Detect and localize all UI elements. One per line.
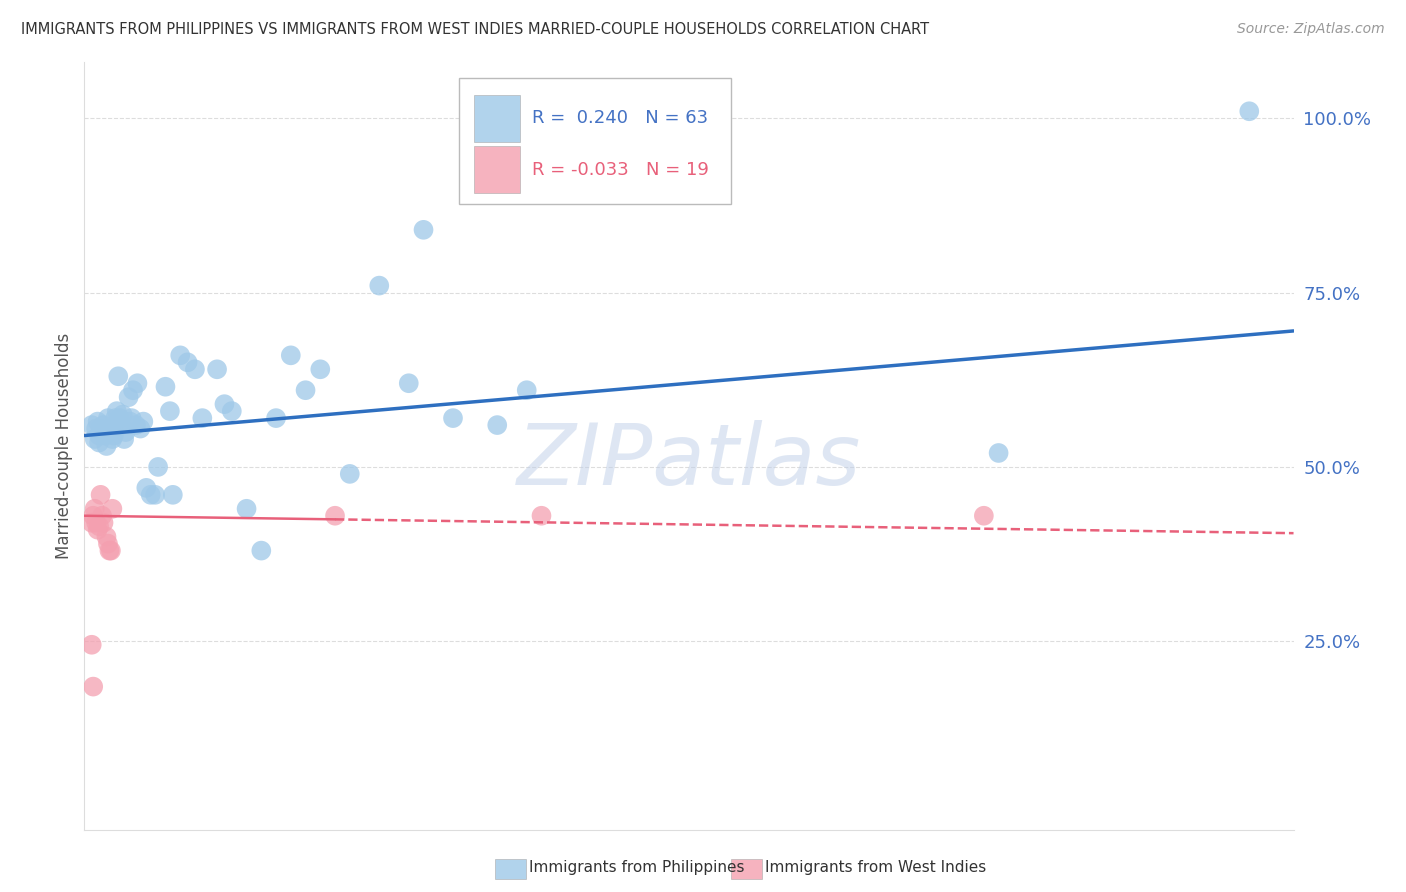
Point	[104, 411, 127, 425]
Point	[323, 508, 346, 523]
Point	[86, 523, 108, 537]
Point	[83, 432, 105, 446]
Point	[129, 421, 152, 435]
FancyBboxPatch shape	[474, 95, 520, 142]
Point	[108, 411, 131, 425]
Point	[101, 501, 124, 516]
Text: R = -0.033   N = 19: R = -0.033 N = 19	[531, 161, 709, 178]
Y-axis label: Married-couple Households: Married-couple Households	[55, 333, 73, 559]
Point	[94, 428, 117, 442]
FancyBboxPatch shape	[474, 146, 520, 194]
Point	[107, 369, 129, 384]
Point	[530, 508, 553, 523]
Point	[96, 425, 118, 439]
Point	[103, 421, 125, 435]
Point	[87, 519, 110, 533]
FancyBboxPatch shape	[460, 78, 731, 204]
Point	[176, 355, 198, 369]
Point	[486, 418, 509, 433]
Point	[143, 488, 166, 502]
Point	[96, 530, 118, 544]
Point	[93, 516, 115, 530]
Point	[398, 376, 420, 391]
Point	[101, 432, 124, 446]
Point	[80, 516, 103, 530]
Point	[368, 278, 391, 293]
Point	[121, 411, 143, 425]
Text: Source: ZipAtlas.com: Source: ZipAtlas.com	[1237, 22, 1385, 37]
Text: Immigrants from Philippines: Immigrants from Philippines	[529, 860, 744, 874]
Point	[309, 362, 332, 376]
Point	[162, 488, 184, 502]
Point	[90, 488, 112, 502]
Point	[250, 543, 273, 558]
Point	[125, 418, 148, 433]
Point	[441, 411, 464, 425]
Text: Immigrants from West Indies: Immigrants from West Indies	[765, 860, 986, 874]
Point	[83, 501, 105, 516]
Point	[191, 411, 214, 425]
Point	[97, 536, 120, 550]
Point	[159, 404, 181, 418]
Point	[294, 383, 316, 397]
Point	[155, 380, 177, 394]
Point	[111, 408, 134, 422]
Point	[110, 418, 132, 433]
Point	[516, 383, 538, 397]
Point	[122, 383, 145, 397]
Point	[117, 390, 139, 404]
Point	[114, 425, 136, 439]
Point	[412, 223, 434, 237]
Point	[169, 348, 191, 362]
Point	[205, 362, 228, 376]
Point	[264, 411, 287, 425]
Point	[87, 428, 110, 442]
Point	[112, 432, 135, 446]
Point	[120, 415, 142, 429]
Point	[80, 638, 103, 652]
Point	[987, 446, 1010, 460]
Point	[100, 543, 122, 558]
Point	[84, 421, 107, 435]
Point	[80, 418, 103, 433]
Text: ZIPatlas: ZIPatlas	[517, 420, 860, 503]
Point	[100, 421, 122, 435]
Point	[82, 508, 104, 523]
Point	[87, 435, 110, 450]
Point	[132, 415, 155, 429]
Point	[90, 421, 112, 435]
Point	[97, 411, 120, 425]
Point	[146, 459, 169, 474]
Text: R =  0.240   N = 63: R = 0.240 N = 63	[531, 110, 707, 128]
Point	[214, 397, 236, 411]
Point	[82, 680, 104, 694]
Point	[96, 439, 118, 453]
Point	[973, 508, 995, 523]
Point	[339, 467, 361, 481]
Point	[86, 415, 108, 429]
Point	[105, 404, 128, 418]
Point	[103, 428, 125, 442]
Point	[235, 501, 257, 516]
Point	[91, 425, 114, 439]
Text: IMMIGRANTS FROM PHILIPPINES VS IMMIGRANTS FROM WEST INDIES MARRIED-COUPLE HOUSEH: IMMIGRANTS FROM PHILIPPINES VS IMMIGRANT…	[21, 22, 929, 37]
Point	[135, 481, 157, 495]
Point	[91, 508, 114, 523]
Point	[98, 543, 121, 558]
Point	[221, 404, 243, 418]
Point	[93, 418, 115, 433]
Point	[1239, 104, 1261, 119]
Point	[84, 516, 107, 530]
Point	[184, 362, 207, 376]
Point	[139, 488, 162, 502]
Point	[98, 425, 121, 439]
Point	[280, 348, 302, 362]
Point	[127, 376, 149, 391]
